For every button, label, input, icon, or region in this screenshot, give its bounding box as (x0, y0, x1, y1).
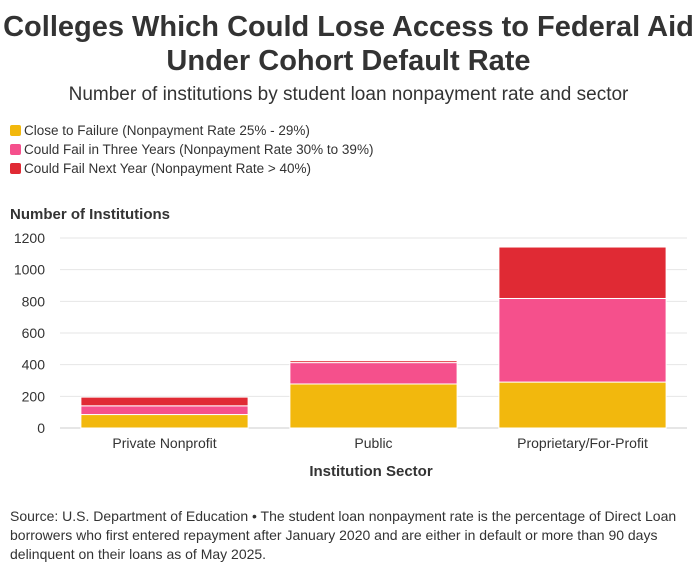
x-tick-label: Public (354, 435, 392, 451)
bar-segment[interactable] (80, 414, 249, 429)
legend-item-close-to-failure[interactable]: Close to Failure (Nonpayment Rate 25% - … (10, 121, 373, 140)
y-tick-label: 0 (37, 420, 45, 436)
x-axis-ticks: Private Nonprofit Public Proprietary/For-P… (112, 435, 648, 451)
x-tick-label: Proprietary/For-Profit (517, 435, 648, 451)
legend-label-next-year: Could Fail Next Year (Nonpayment Rate > … (24, 161, 312, 176)
bar-segment[interactable] (289, 362, 458, 385)
y-axis-title: Number of Institutions (10, 206, 170, 223)
x-tick-label: Private Nonprofit (112, 435, 216, 451)
legend-swatch-next-year (10, 163, 21, 174)
y-tick-label: 600 (22, 325, 46, 341)
legend-label-close-to-failure: Close to Failure (Nonpayment Rate 25% - … (24, 123, 310, 138)
source-note: Source: U.S. Department of Education • T… (10, 508, 677, 562)
bar-segment[interactable] (80, 405, 249, 416)
y-tick-label: 200 (22, 388, 46, 404)
bar-segment[interactable] (289, 383, 458, 429)
y-tick-label: 800 (22, 293, 46, 309)
bar-segment[interactable] (498, 246, 667, 299)
legend-item-three-years[interactable]: Could Fail in Three Years (Nonpayment Ra… (10, 140, 373, 159)
chart-subtitle: Number of institutions by student loan n… (68, 84, 629, 105)
chart-title: Colleges Which Could Lose Access to Fede… (3, 11, 694, 77)
bars (80, 246, 667, 429)
bar-segment[interactable] (80, 396, 249, 407)
x-axis-title: Institution Sector (309, 463, 432, 480)
legend-swatch-three-years (10, 144, 21, 155)
legend-swatch-close-to-failure (10, 125, 21, 136)
y-tick-label: 1200 (14, 230, 45, 246)
bar-segment[interactable] (498, 381, 667, 429)
legend: Close to Failure (Nonpayment Rate 25% - … (10, 121, 373, 178)
stacked-bar-chart: Number of Institutions 0 200 400 600 800 1000… (10, 206, 687, 480)
legend-item-next-year[interactable]: Could Fail Next Year (Nonpayment Rate > … (10, 159, 373, 178)
bar-segment[interactable] (289, 360, 458, 364)
bar-segment[interactable] (498, 297, 667, 383)
y-axis-ticks: 0 200 400 600 800 1000 1200 (14, 230, 45, 436)
legend-label-three-years: Could Fail in Three Years (Nonpayment Ra… (24, 142, 374, 157)
y-tick-label: 1000 (14, 262, 45, 278)
y-tick-label: 400 (22, 357, 46, 373)
